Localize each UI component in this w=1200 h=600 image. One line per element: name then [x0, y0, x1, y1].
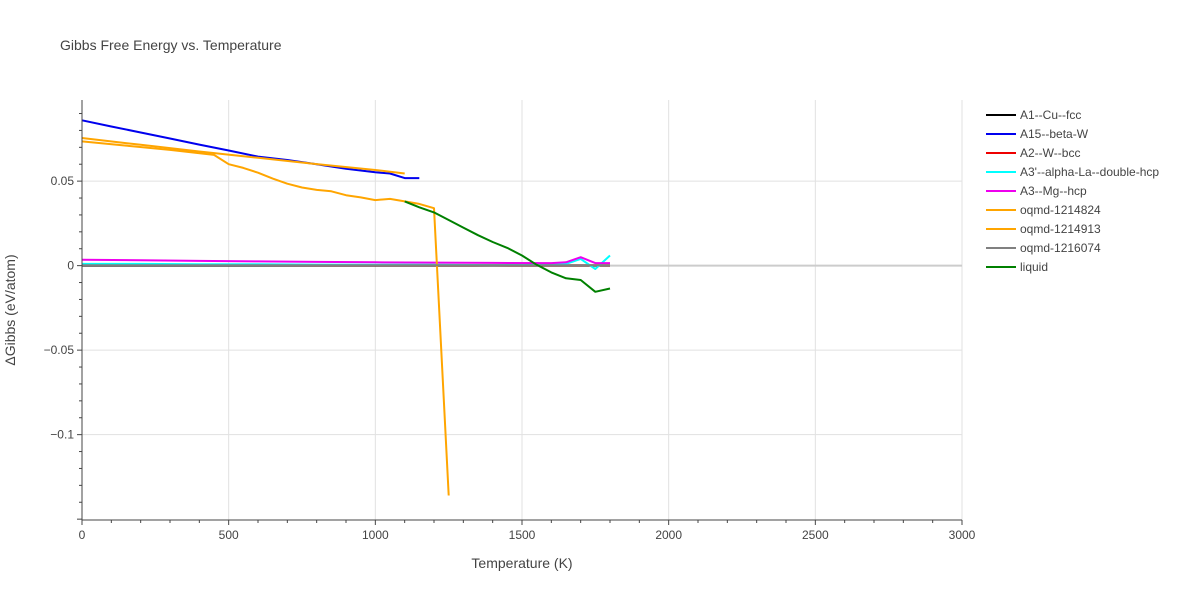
legend-label: oqmd-1214913 [1020, 222, 1101, 236]
legend-item[interactable]: A3--Mg--hcp [986, 184, 1087, 198]
legend-label: liquid [1020, 260, 1048, 274]
x-tick-label: 1500 [509, 528, 536, 542]
legend-label: oqmd-1214824 [1020, 203, 1101, 217]
series-line-liquid [404, 200, 611, 293]
x-tick-label: 2500 [802, 528, 829, 542]
grid [82, 100, 963, 520]
series-line-A3--Mg--hcp [81, 256, 610, 265]
chart-title: Gibbs Free Energy vs. Temperature [60, 37, 282, 53]
series-lines [81, 119, 611, 496]
axes [77, 100, 963, 525]
x-tick-label: 3000 [949, 528, 976, 542]
legend-item[interactable]: oqmd-1214824 [986, 203, 1101, 217]
x-tick-label: 0 [79, 528, 86, 542]
legend-label: A3--Mg--hcp [1020, 184, 1087, 198]
legend-label: A3'--alpha-La--double-hcp [1020, 165, 1159, 179]
x-ticks: 0 500 1000 1500 2000 2500 3000 [79, 528, 976, 542]
legend-item[interactable]: oqmd-1214913 [986, 222, 1101, 236]
y-tick-label: 0.05 [51, 174, 75, 188]
legend-label: oqmd-1216074 [1020, 241, 1101, 255]
legend[interactable]: A1--Cu--fcc A15--beta-W A2--W--bcc A3'--alp… [986, 108, 1159, 274]
legend-label: A2--W--bcc [1020, 146, 1080, 160]
legend-item[interactable]: A15--beta-W [986, 127, 1089, 141]
legend-item[interactable]: A2--W--bcc [986, 146, 1080, 160]
x-tick-label: 1000 [362, 528, 389, 542]
x-tick-label: 500 [219, 528, 239, 542]
legend-item[interactable]: oqmd-1216074 [986, 241, 1101, 255]
series-line-A15--beta-W [81, 119, 420, 180]
series-line-oqmd-1214824 [81, 137, 405, 175]
legend-label: A1--Cu--fcc [1020, 108, 1081, 122]
legend-item[interactable]: A3'--alpha-La--double-hcp [986, 165, 1159, 179]
y-tick-label: −0.05 [44, 343, 75, 357]
legend-item[interactable]: liquid [986, 260, 1048, 274]
y-axis-title: ΔGibbs (eV/atom) [2, 254, 18, 365]
legend-label: A15--beta-W [1020, 127, 1089, 141]
legend-item[interactable]: A1--Cu--fcc [986, 108, 1081, 122]
y-tick-label: 0 [67, 259, 74, 273]
y-tick-label: −0.1 [50, 428, 74, 442]
y-ticks: 0.05 0 −0.05 −0.1 [44, 174, 75, 442]
x-axis-title: Temperature (K) [471, 555, 572, 571]
series-line-oqmd-1214913 [81, 140, 450, 496]
x-tick-label: 2000 [655, 528, 682, 542]
